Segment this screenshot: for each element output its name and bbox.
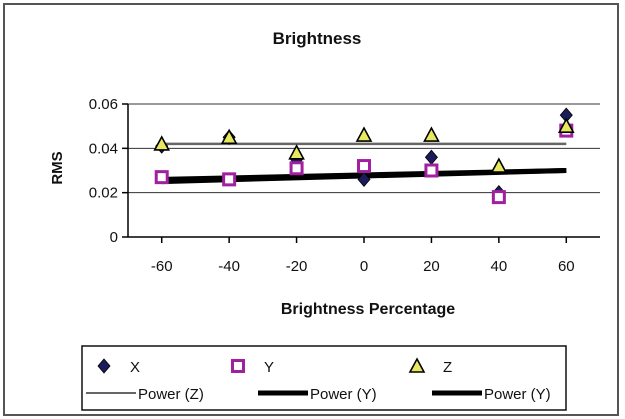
legend-marker-y xyxy=(231,359,245,373)
data-point-z xyxy=(288,144,305,160)
x-tick-label: -20 xyxy=(286,258,308,275)
y-axis-label: RMS xyxy=(49,151,66,184)
data-point-x xyxy=(357,171,371,187)
data-point-y xyxy=(357,159,371,174)
legend-label: Z xyxy=(443,359,452,376)
x-tick-label: 0 xyxy=(360,258,368,275)
data-point-z xyxy=(423,126,440,142)
data-point-y xyxy=(154,170,169,185)
grid xyxy=(128,103,600,194)
legend-marker-x xyxy=(97,358,111,374)
chart-title: Brightness xyxy=(273,29,362,48)
legend: X Y Z Power (Z) Power (Y) Power (Y) xyxy=(81,345,567,411)
legend-label: Power (Z) xyxy=(138,386,204,403)
data-point-y xyxy=(222,172,237,187)
data-point-z xyxy=(557,117,575,133)
y-tick-label: 0 xyxy=(110,229,118,246)
data-point-z xyxy=(355,126,373,142)
legend-box xyxy=(81,345,567,411)
data-point-z xyxy=(153,135,171,151)
x-axis-label: Brightness Percentage xyxy=(281,301,455,318)
y-tick-label: 0.04 xyxy=(89,140,118,157)
y-tick-label: 0.06 xyxy=(89,96,118,113)
data-point-y xyxy=(289,161,304,176)
data-point-z xyxy=(220,128,238,145)
x-tick-label: 20 xyxy=(423,258,440,275)
x-tick-label: 60 xyxy=(558,258,575,275)
data-points xyxy=(153,107,575,205)
data-point-y xyxy=(424,163,439,178)
legend-label: Power (Y) xyxy=(484,386,551,403)
legend-label: X xyxy=(130,359,140,376)
legend-label: Y xyxy=(264,359,274,376)
data-point-y xyxy=(491,190,506,205)
legend-marker-z xyxy=(408,357,426,373)
data-point-z xyxy=(490,157,508,173)
legend-label: Power (Y) xyxy=(310,386,377,403)
x-tick-label: -60 xyxy=(151,258,173,275)
y-tick-label: 0.02 xyxy=(89,185,118,202)
axes: 0 0.02 0.04 0.06 -60 -40 -20 0 20 40 60 xyxy=(89,96,600,275)
x-tick-label: -40 xyxy=(218,258,240,275)
x-tick-label: 40 xyxy=(491,258,508,275)
